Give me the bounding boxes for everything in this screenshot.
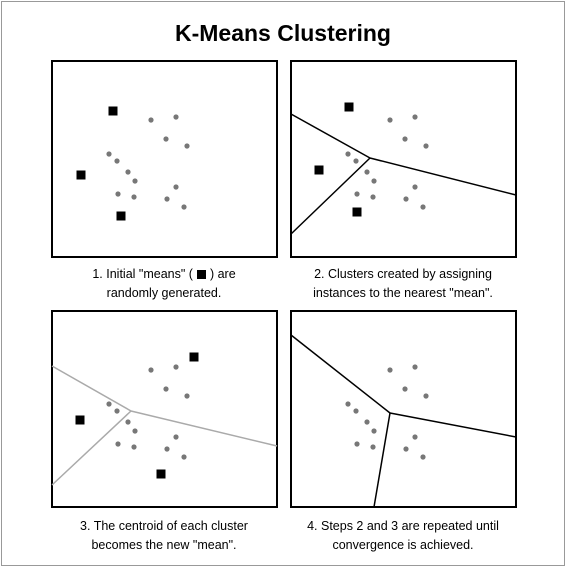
data-point [184,143,190,149]
mean-marker [352,207,362,217]
panel-frame [51,60,278,258]
data-point [387,117,393,123]
data-point [412,434,418,440]
data-point [184,393,190,399]
data-point [163,386,169,392]
mean-marker [314,165,324,175]
data-point [132,178,138,184]
data-point [364,169,370,175]
data-point [403,196,409,202]
data-point [423,143,429,149]
mean-marker [156,469,166,479]
data-point [423,393,429,399]
data-point [115,441,121,447]
caption: 4. Steps 2 and 3 are repeated until conv… [273,517,533,555]
caption-text: 4. Steps 2 and 3 are repeated until [307,519,499,533]
mean-marker [76,170,86,180]
mean-marker [189,352,199,362]
panel-frame [290,310,517,508]
data-point [353,158,359,164]
caption-text: randomly generated. [106,286,222,300]
caption-text: instances to the nearest "mean". [313,286,493,300]
data-point [114,158,120,164]
data-point [106,151,112,157]
data-point [163,136,169,142]
mean-marker [344,102,354,112]
data-point [125,169,131,175]
data-point [345,151,351,157]
data-point [125,419,131,425]
data-point [164,446,170,452]
data-point [148,367,154,373]
cluster-boundary [130,410,278,447]
title: K-Means Clustering [175,20,391,46]
caption-text: 2. Clusters created by assigning [314,267,492,281]
mean-marker [116,211,126,221]
data-point [106,401,112,407]
panel-frame [290,60,517,258]
caption-text: becomes the new "mean". [91,538,237,552]
data-point [164,196,170,202]
data-point [403,446,409,452]
caption: 2. Clusters created by assigning instanc… [273,265,533,303]
caption: 1. Initial "means" ( ) are randomly gener… [34,265,294,303]
mean-marker [108,106,118,116]
data-point [364,419,370,425]
data-point [387,367,393,373]
data-point [181,204,187,210]
cluster-boundary [290,157,371,235]
caption: 3. The centroid of each cluster becomes … [34,517,294,555]
data-point [114,408,120,414]
data-point [354,191,360,197]
caption-text: 1. Initial "means" ( [92,267,193,281]
data-point [412,114,418,120]
data-point [371,428,377,434]
data-point [370,194,376,200]
data-point [131,444,137,450]
data-point [173,114,179,120]
mean-icon [196,270,206,279]
cluster-boundary [290,334,391,414]
cluster-boundary [373,412,391,508]
data-point [412,184,418,190]
cluster-boundary [51,410,132,486]
data-point [131,194,137,200]
data-point [132,428,138,434]
caption-text: 3. The centroid of each cluster [80,519,248,533]
data-point [420,204,426,210]
data-point [115,191,121,197]
data-point [353,408,359,414]
data-point [354,441,360,447]
data-point [370,444,376,450]
data-point [345,401,351,407]
mean-marker [75,415,85,425]
data-point [402,386,408,392]
data-point [173,184,179,190]
data-point [412,364,418,370]
data-point [173,364,179,370]
cluster-boundary [389,412,517,438]
data-point [420,454,426,460]
cluster-boundary [51,365,132,412]
data-point [402,136,408,142]
caption-text: ) are [209,267,236,281]
cluster-boundary [369,157,517,196]
data-point [173,434,179,440]
data-point [181,454,187,460]
caption-text: convergence is achieved. [332,538,474,552]
data-point [148,117,154,123]
cluster-boundary [290,113,371,159]
data-point [371,178,377,184]
